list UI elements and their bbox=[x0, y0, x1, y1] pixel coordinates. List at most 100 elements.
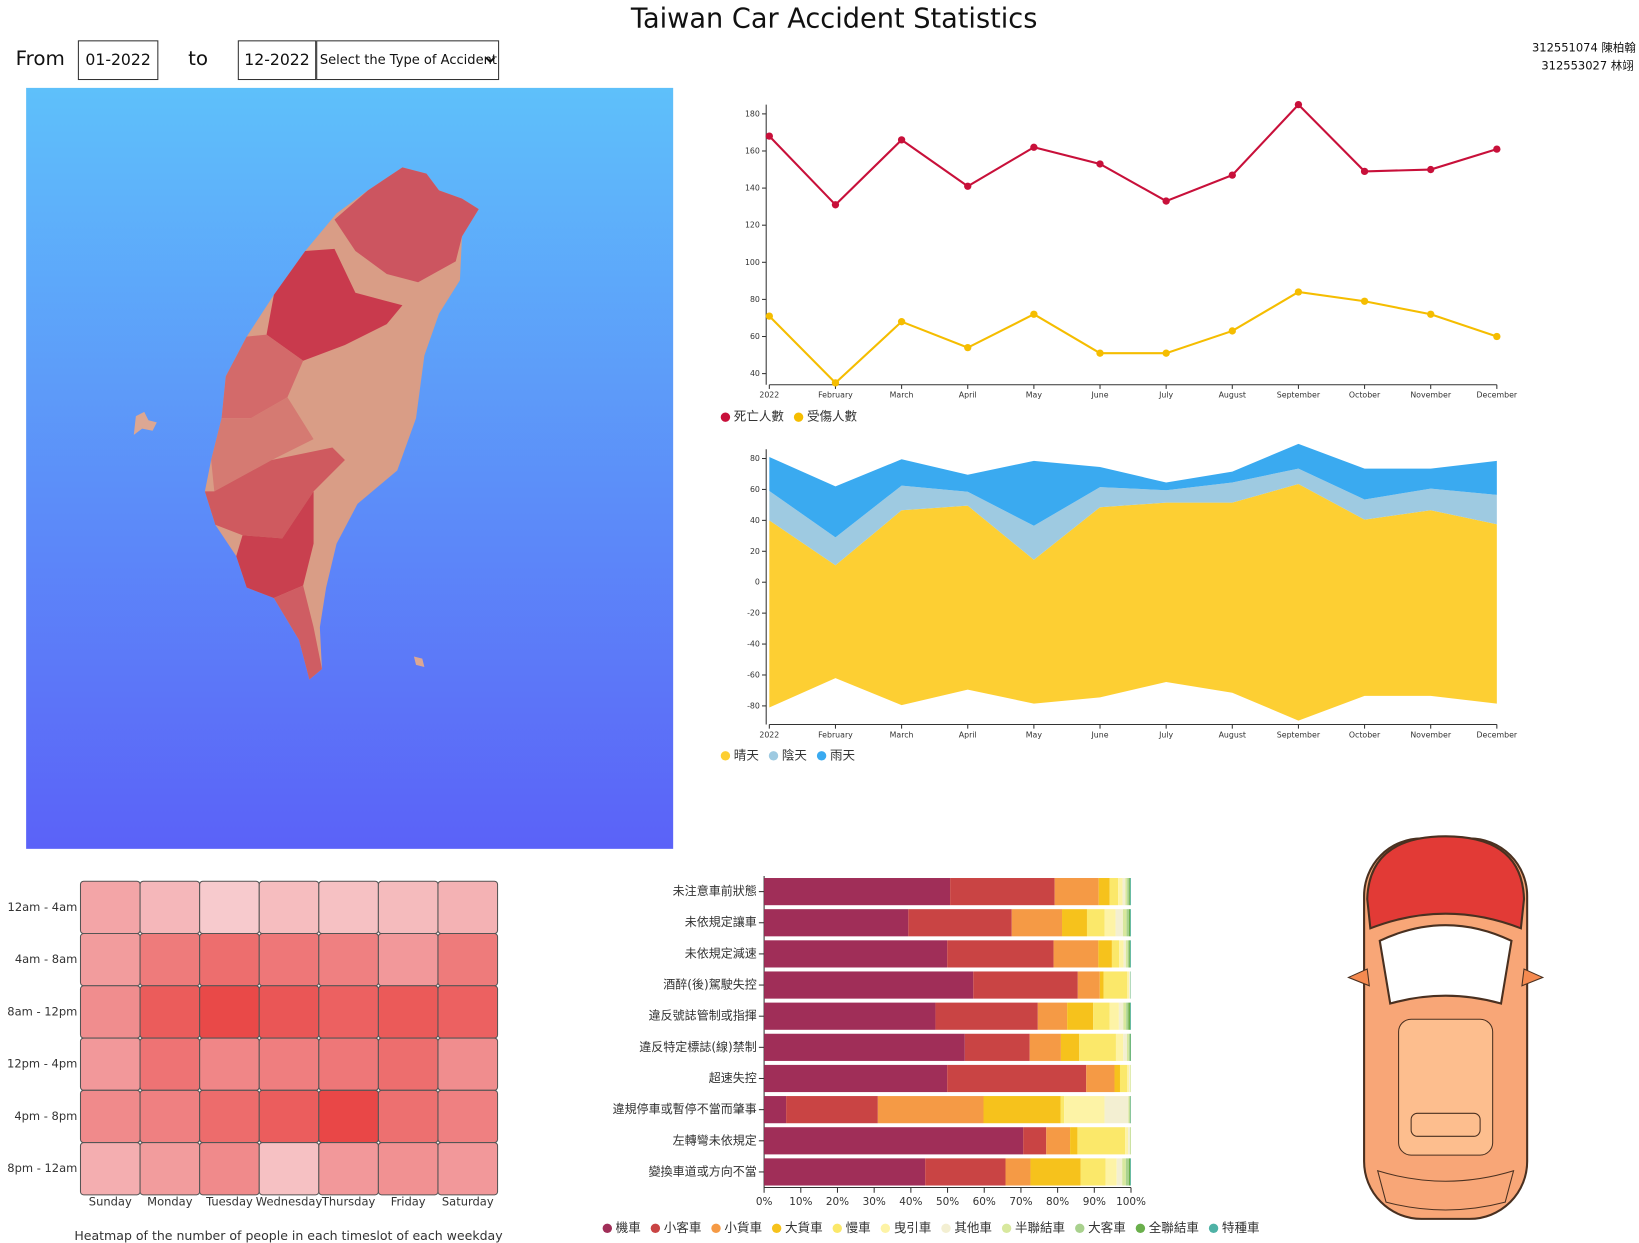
bar-segment bbox=[1109, 878, 1119, 906]
legend-label: 陰天 bbox=[782, 747, 808, 762]
heat-cell bbox=[377, 932, 439, 987]
category-label: 違反特定標誌(線)禁制 bbox=[639, 1039, 757, 1054]
car bbox=[1347, 835, 1545, 1220]
bar-segment bbox=[764, 1033, 965, 1061]
bar-segment bbox=[1011, 909, 1063, 937]
heat-cell bbox=[377, 1037, 439, 1091]
stream-area bbox=[769, 443, 1497, 538]
bar-segment bbox=[786, 1096, 878, 1124]
category-label: 變換車道或方向不當 bbox=[649, 1163, 757, 1178]
author: 312551074 陳柏翰 bbox=[1532, 41, 1636, 55]
column-label: Monday bbox=[147, 1195, 193, 1209]
bar-segment bbox=[1128, 1096, 1130, 1124]
legend-label: 雨天 bbox=[830, 747, 856, 762]
row-label: 8pm - 12am bbox=[7, 1161, 77, 1175]
bar-segment bbox=[877, 1096, 984, 1124]
to-label: to bbox=[188, 47, 208, 70]
stream-area bbox=[769, 468, 1497, 566]
bar-segment bbox=[950, 878, 1055, 906]
bar-segment bbox=[1130, 878, 1131, 906]
legend-swatch bbox=[720, 412, 731, 422]
bar-segment bbox=[1115, 1033, 1124, 1061]
legend-swatch bbox=[771, 1223, 782, 1233]
x-tick-label: March bbox=[890, 730, 914, 739]
heat-cell bbox=[318, 880, 379, 935]
bar-segment bbox=[1125, 1127, 1129, 1155]
bar-segment bbox=[947, 940, 1054, 968]
bar-segment bbox=[1128, 1002, 1131, 1030]
bar-segment bbox=[1123, 940, 1126, 968]
y-tick-label: 180 bbox=[745, 109, 760, 118]
x-tick-label: October bbox=[1349, 730, 1381, 739]
legend-swatch bbox=[768, 751, 779, 761]
bar-segment bbox=[973, 971, 1078, 999]
y-tick-label: 160 bbox=[745, 146, 760, 155]
bar-segment bbox=[908, 909, 1012, 937]
point bbox=[1294, 288, 1303, 296]
x-tick-label: November bbox=[1410, 730, 1452, 739]
x-tick-label: 2022 bbox=[759, 730, 779, 739]
point bbox=[1427, 165, 1435, 174]
legend-swatch bbox=[1075, 1223, 1085, 1233]
row-label: 4am - 8am bbox=[15, 952, 78, 966]
legend-swatch bbox=[941, 1223, 951, 1233]
point bbox=[1427, 310, 1435, 318]
y-tick-label: 60 bbox=[750, 485, 760, 494]
x-tick-label: November bbox=[1410, 391, 1452, 400]
x-tick-label: August bbox=[1219, 391, 1246, 400]
point bbox=[1030, 310, 1038, 318]
bar-segment bbox=[1060, 1096, 1065, 1124]
bar-segment bbox=[1070, 1127, 1078, 1155]
legend-swatch bbox=[711, 1223, 721, 1233]
heat-cell bbox=[139, 1142, 201, 1196]
row-label: 8am - 12pm bbox=[7, 1004, 77, 1018]
x-tick-label: 10% bbox=[789, 1196, 812, 1208]
bar-segment bbox=[1064, 1096, 1105, 1124]
x-tick-label: December bbox=[1477, 730, 1518, 739]
column-label: Tuesday bbox=[205, 1195, 253, 1209]
bar-segment bbox=[1093, 1002, 1110, 1030]
heat-cell bbox=[139, 880, 201, 935]
heat-cell bbox=[437, 985, 499, 1039]
bar-segment bbox=[1111, 940, 1120, 968]
x-tick-label: 40% bbox=[899, 1196, 922, 1208]
bar-segment bbox=[1098, 878, 1110, 906]
bar-segment bbox=[1126, 1033, 1129, 1061]
region bbox=[273, 585, 322, 680]
bar-segment bbox=[1077, 971, 1100, 999]
to-input[interactable] bbox=[237, 40, 317, 81]
bar-segment bbox=[1127, 940, 1130, 968]
bar-segment bbox=[764, 1158, 926, 1186]
legend-swatch bbox=[832, 1223, 842, 1233]
heat-cell bbox=[377, 880, 439, 935]
heat-cell bbox=[318, 932, 379, 987]
x-tick-label: 20% bbox=[826, 1196, 849, 1208]
bar-segment bbox=[1129, 940, 1131, 968]
region bbox=[236, 491, 314, 598]
type-select[interactable] bbox=[316, 40, 500, 81]
x-tick-label: September bbox=[1277, 730, 1321, 739]
bar-segment bbox=[1122, 1158, 1126, 1186]
legend-swatch bbox=[1001, 1223, 1012, 1233]
x-tick-label: 2022 bbox=[759, 391, 779, 400]
bar-segment bbox=[1116, 1158, 1123, 1186]
bar-segment bbox=[764, 1064, 948, 1093]
author: 312553027 林翊 bbox=[1541, 58, 1633, 72]
y-tick-label: -80 bbox=[747, 701, 760, 710]
legend-label: 全聯結車 bbox=[1149, 1220, 1199, 1235]
bar-segment bbox=[1115, 909, 1123, 937]
x-tick-label: July bbox=[1158, 730, 1173, 739]
heat-cell bbox=[199, 1037, 260, 1091]
bar-segment bbox=[1104, 909, 1116, 937]
heat-cell bbox=[437, 1037, 499, 1091]
bar-segment bbox=[1060, 1033, 1080, 1061]
heat-cell bbox=[318, 1037, 379, 1091]
bar-segment bbox=[1086, 909, 1105, 937]
region bbox=[221, 334, 304, 419]
bar-segment bbox=[1123, 1033, 1127, 1061]
legend-swatch bbox=[1135, 1223, 1146, 1233]
bar-segment bbox=[1104, 1096, 1129, 1124]
column-label: Sunday bbox=[89, 1195, 132, 1209]
from-input[interactable] bbox=[77, 40, 159, 81]
